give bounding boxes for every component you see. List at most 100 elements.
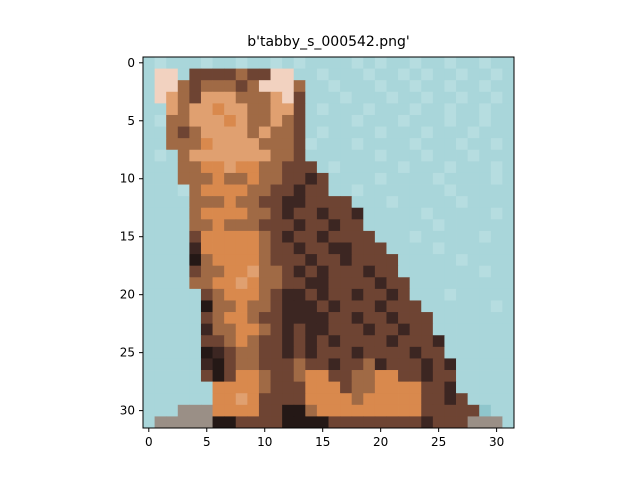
image-pixel	[421, 68, 434, 81]
image-pixel	[479, 126, 492, 139]
image-pixel	[224, 242, 237, 255]
image-pixel	[398, 126, 411, 139]
image-pixel	[177, 68, 190, 81]
image-pixel	[189, 126, 202, 139]
image-pixel	[166, 103, 179, 116]
image-pixel	[282, 416, 295, 429]
image-pixel	[490, 149, 503, 162]
image-pixel	[374, 230, 387, 243]
image-pixel	[316, 404, 329, 417]
image-pixel	[316, 57, 329, 69]
image-pixel	[282, 323, 295, 336]
image-pixel	[502, 370, 515, 383]
image-pixel	[258, 80, 271, 93]
image-pixel	[456, 346, 469, 359]
image-pixel	[432, 288, 445, 301]
image-pixel	[467, 300, 480, 313]
image-pixel	[143, 242, 155, 255]
image-pixel	[258, 381, 271, 394]
image-pixel	[421, 91, 434, 104]
image-pixel	[479, 219, 492, 232]
image-pixel	[363, 219, 376, 232]
image-pixel	[374, 126, 387, 139]
image-pixel	[247, 184, 260, 197]
image-pixel	[421, 103, 434, 116]
image-pixel	[386, 91, 399, 104]
image-pixel	[490, 300, 503, 313]
image-pixel	[386, 149, 399, 162]
image-pixel	[293, 103, 306, 116]
image-pixel	[432, 172, 445, 185]
image-pixel	[270, 404, 283, 417]
image-pixel	[479, 381, 492, 394]
image-pixel	[444, 416, 457, 429]
image-pixel	[305, 381, 318, 394]
image-pixel	[189, 230, 202, 243]
image-pixel	[409, 114, 422, 127]
image-pixel	[340, 370, 353, 383]
image-pixel	[258, 114, 271, 127]
image-pixel	[224, 358, 237, 371]
image-pixel	[340, 277, 353, 290]
image-pixel	[328, 207, 341, 220]
image-pixel	[258, 68, 271, 81]
image-pixel	[490, 114, 503, 127]
image-pixel	[177, 416, 190, 429]
image-pixel	[363, 68, 376, 81]
image-pixel	[328, 335, 341, 348]
image-pixel	[432, 242, 445, 255]
image-pixel	[282, 242, 295, 255]
image-pixel	[200, 103, 213, 116]
image-pixel	[398, 254, 411, 267]
image-pixel	[467, 346, 480, 359]
image-pixel	[270, 335, 283, 348]
image-pixel	[316, 80, 329, 93]
image-pixel	[166, 288, 179, 301]
image-pixel	[374, 219, 387, 232]
image-pixel	[340, 114, 353, 127]
image-pixel	[467, 288, 480, 301]
image-pixel	[432, 370, 445, 383]
image-pixel	[189, 219, 202, 232]
image-pixel	[282, 184, 295, 197]
image-pixel	[177, 277, 190, 290]
image-pixel	[363, 161, 376, 174]
image-pixel	[374, 323, 387, 336]
image-pixel	[200, 114, 213, 127]
image-pixel	[502, 114, 515, 127]
image-pixel	[305, 230, 318, 243]
image-pixel	[490, 138, 503, 151]
image-pixel	[154, 161, 167, 174]
image-pixel	[351, 68, 364, 81]
image-pixel	[363, 265, 376, 278]
image-pixel	[247, 265, 260, 278]
image-pixel	[293, 196, 306, 209]
image-pixel	[235, 358, 248, 371]
image-pixel	[398, 242, 411, 255]
image-pixel	[432, 207, 445, 220]
image-pixel	[328, 300, 341, 313]
image-pixel	[409, 335, 422, 348]
image-pixel	[421, 196, 434, 209]
image-pixel	[247, 277, 260, 290]
image-pixel	[444, 242, 457, 255]
image-pixel	[456, 230, 469, 243]
image-pixel	[189, 404, 202, 417]
image-pixel	[154, 393, 167, 406]
image-pixel	[282, 114, 295, 127]
image-pixel	[270, 80, 283, 93]
image-pixel	[270, 184, 283, 197]
image-pixel	[386, 103, 399, 116]
image-pixel	[421, 114, 434, 127]
image-pixel	[351, 265, 364, 278]
image-pixel	[305, 138, 318, 151]
image-pixel	[363, 230, 376, 243]
image-pixel	[363, 358, 376, 371]
image-pixel	[398, 196, 411, 209]
image-pixel	[247, 346, 260, 359]
image-pixel	[224, 161, 237, 174]
image-pixel	[247, 207, 260, 220]
image-pixel	[212, 138, 225, 151]
image-pixel	[432, 323, 445, 336]
image-pixel	[467, 323, 480, 336]
